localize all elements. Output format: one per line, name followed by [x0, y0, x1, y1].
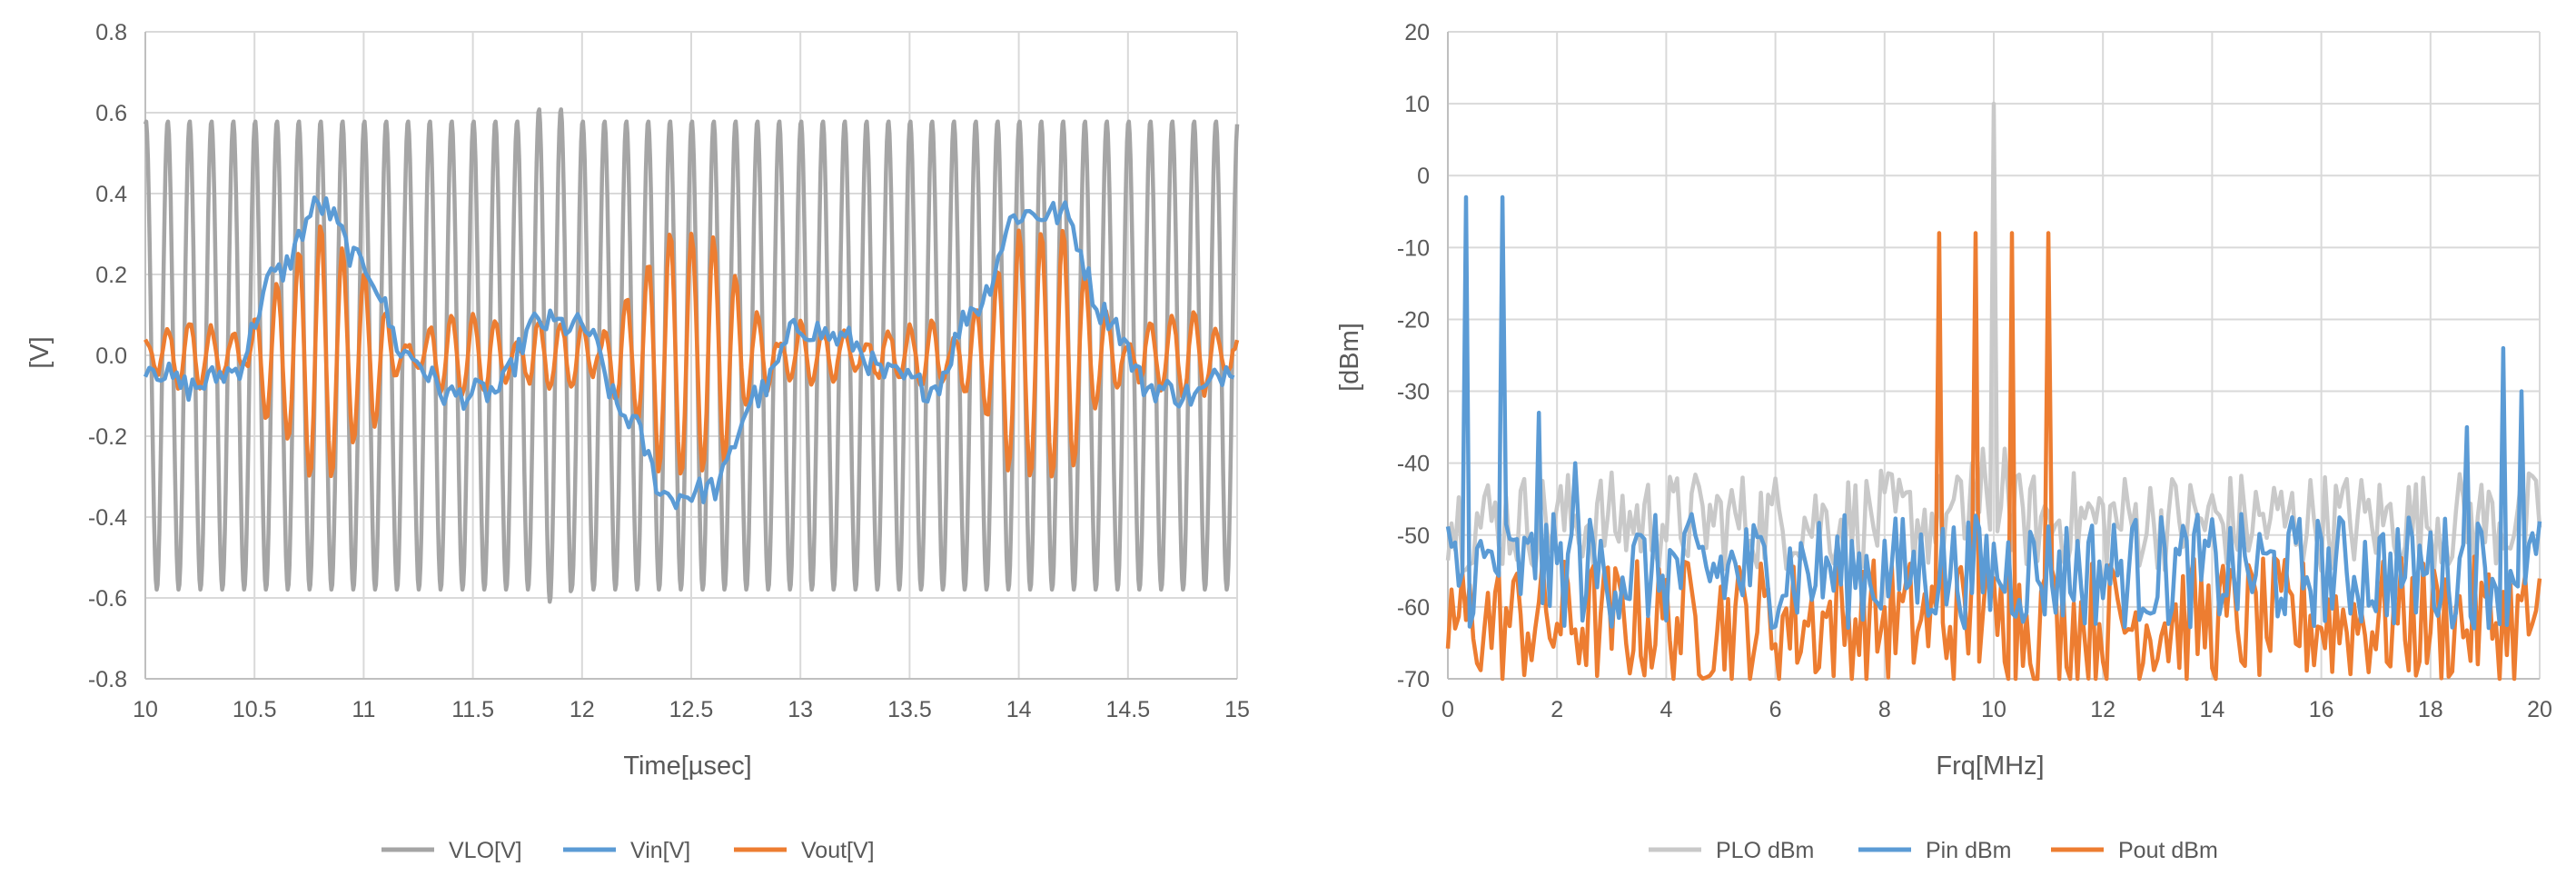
right-x-tick-label: 4 — [1660, 697, 1672, 722]
right-x-tick-label: 20 — [2527, 697, 2552, 722]
right-y-ticks: 20 10 0 -10 -20 -30 -40 -50 -60 -70 — [1397, 20, 1430, 692]
left-y-tick-label: -0.6 — [88, 586, 127, 612]
right-x-axis-title: Frq[MHz] — [1936, 752, 2044, 781]
left-x-ticks: 10 10.5 11 11.5 12 12.5 13 13.5 14 14.5 15 — [133, 697, 1250, 722]
left-y-tick-label: -0.2 — [88, 424, 127, 450]
legend-label-vin: Vin[V] — [630, 838, 690, 863]
left-y-tick-label: 0.8 — [95, 20, 127, 45]
left-x-tick-label: 12 — [570, 697, 595, 722]
right-x-ticks: 0 2 4 6 8 10 12 14 16 18 20 — [1442, 697, 2552, 722]
right-x-tick-label: 2 — [1551, 697, 1563, 722]
left-x-tick-label: 10.5 — [233, 697, 277, 722]
right-x-tick-label: 8 — [1878, 697, 1891, 722]
right-x-tick-label: 16 — [2309, 697, 2334, 722]
left-x-tick-label: 10 — [133, 697, 158, 722]
right-y-tick-label: -20 — [1397, 307, 1430, 333]
right-legend: PLO dBm Pin dBm Pout dBm — [1649, 838, 2218, 863]
right-y-axis-title: [dBm] — [1335, 323, 1364, 392]
right-x-tick-label: 10 — [1981, 697, 2006, 722]
legend-label-vlo: VLO[V] — [449, 838, 522, 863]
series-line-plo — [1445, 101, 2542, 573]
series-line-pin — [1445, 194, 2542, 631]
right-y-tick-label: -10 — [1397, 235, 1430, 261]
right-y-tick-label: -40 — [1397, 452, 1430, 477]
left-y-tick-label: -0.4 — [88, 505, 127, 531]
left-x-tick-label: 11 — [352, 697, 375, 722]
left-x-tick-label: 14.5 — [1105, 697, 1150, 722]
right-y-tick-label: -30 — [1397, 380, 1430, 405]
left-x-axis-title: Time[µsec] — [623, 752, 751, 781]
right-y-tick-label: 20 — [1404, 20, 1430, 45]
left-legend: VLO[V] Vin[V] Vout[V] — [381, 838, 875, 863]
right-y-tick-label: -50 — [1397, 523, 1430, 549]
legend-label-plo: PLO dBm — [1716, 838, 1814, 863]
right-y-tick-label: -60 — [1397, 595, 1430, 621]
right-x-tick-label: 12 — [2090, 697, 2115, 722]
right-y-tick-label: 10 — [1404, 92, 1430, 117]
left-x-tick-label: 14 — [1006, 697, 1032, 722]
left-x-tick-label: 11.5 — [451, 697, 494, 722]
right-y-tick-label: 0 — [1417, 164, 1430, 189]
left-y-ticks: 0.8 0.6 0.4 0.2 0.0 -0.2 -0.4 -0.6 -0.8 — [88, 20, 127, 692]
right-y-tick-label: -70 — [1397, 667, 1430, 692]
left-y-tick-label: 0.0 — [95, 343, 127, 369]
series-line-vin — [143, 195, 1235, 511]
right-x-tick-label: 0 — [1442, 697, 1454, 722]
left-y-tick-label: -0.8 — [88, 667, 127, 692]
right-x-tick-label: 14 — [2199, 697, 2224, 722]
left-x-tick-label: 15 — [1224, 697, 1250, 722]
legend-label-pout: Pout dBm — [2118, 838, 2218, 863]
left-x-tick-label: 13 — [788, 697, 813, 722]
left-y-axis-title: [V] — [25, 336, 54, 368]
legend-label-vout: Vout[V] — [801, 838, 875, 863]
right-x-tick-label: 18 — [2418, 697, 2443, 722]
left-y-tick-label: 0.4 — [95, 182, 127, 207]
left-x-tick-label: 12.5 — [669, 697, 714, 722]
right-series — [1445, 101, 2542, 682]
time-domain-chart: 10 10.5 11 11.5 12 12.5 13 13.5 14 14.5 15 0.80.60… — [25, 20, 1250, 863]
left-y-tick-label: 0.2 — [95, 263, 127, 288]
series-line-vout — [144, 224, 1240, 479]
left-x-tick-label: 13.5 — [887, 697, 932, 722]
right-x-tick-label: 6 — [1769, 697, 1782, 722]
left-y-tick-label: 0.6 — [95, 101, 127, 126]
frequency-domain-chart: 0 2 4 6 8 10 12 14 16 18 20 20 10 0 -10 -20 -30 -40 -50 -6… — [1335, 20, 2552, 863]
legend-label-pin: Pin dBm — [1926, 838, 2011, 863]
left-series — [143, 107, 1240, 604]
